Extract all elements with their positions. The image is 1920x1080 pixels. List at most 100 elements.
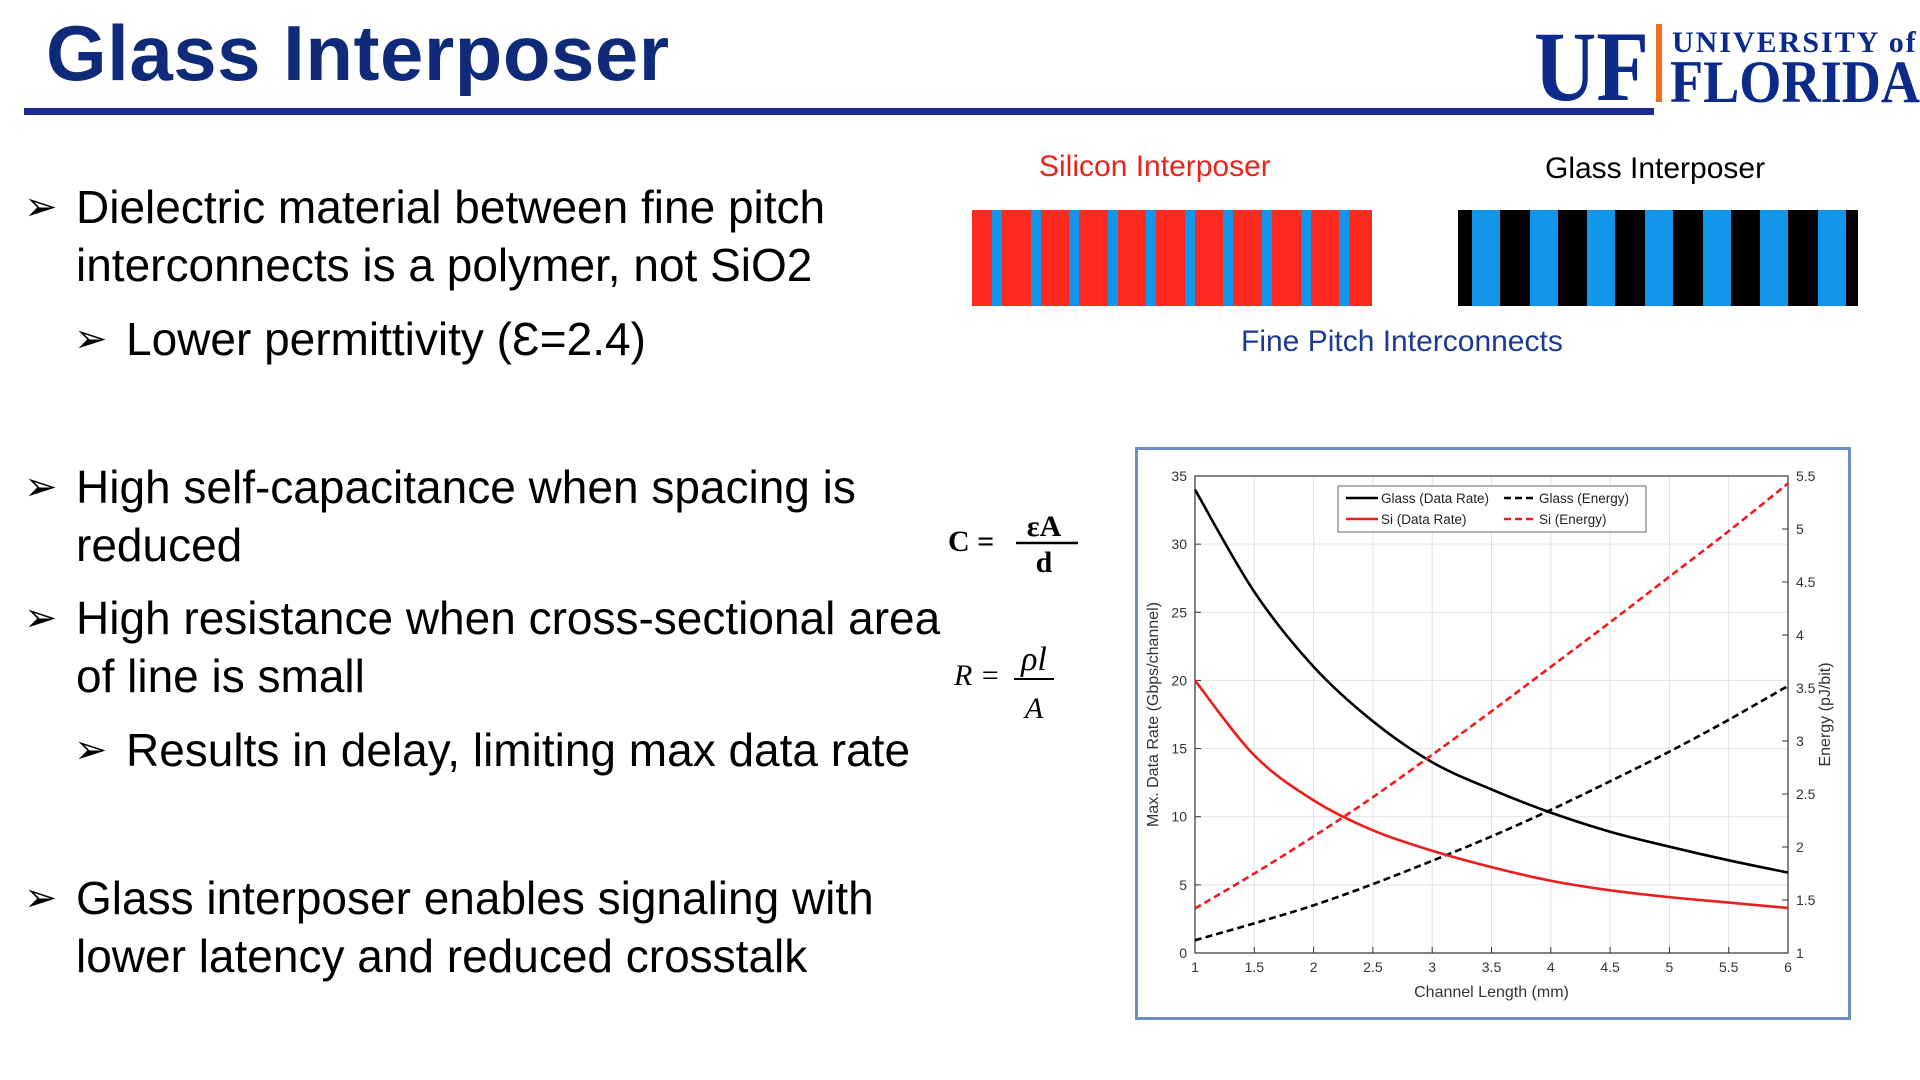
y-right-tick-label: 2 <box>1796 839 1804 855</box>
x-tick-label: 6 <box>1784 959 1792 975</box>
y-right-tick-label: 1 <box>1796 945 1804 961</box>
x-tick-label: 2 <box>1310 959 1318 975</box>
formula-numerator: ρl <box>1020 641 1047 678</box>
silicon-block <box>1040 210 1070 306</box>
bullet-delay: ➢ Results in delay, limiting max data ra… <box>74 721 974 779</box>
formula-denominator: d <box>1036 546 1053 579</box>
interconnect-line <box>1471 210 1500 306</box>
glass-block <box>1846 210 1858 306</box>
y-left-tick-label: 10 <box>1171 809 1187 825</box>
y-right-tick-label: 1.5 <box>1796 892 1816 908</box>
interconnect-line <box>1146 210 1157 306</box>
bullet-text-line: High resistance when cross-sectional are… <box>76 592 941 644</box>
bullet-glass-signaling: ➢ Glass interposer enables signaling wit… <box>24 869 924 985</box>
resistance-formula: R = ρl A <box>953 641 1054 725</box>
y-right-tick-label: 5 <box>1796 521 1804 537</box>
series-line <box>1193 488 1789 874</box>
formula-denominator: A <box>1023 692 1044 725</box>
glass-block <box>1788 210 1819 306</box>
silicon-block <box>1117 210 1147 306</box>
interconnect-line <box>1030 210 1041 306</box>
interconnect-line <box>1069 210 1080 306</box>
silicon-block <box>1349 210 1373 306</box>
y-right-tick-label: 3.5 <box>1796 680 1816 696</box>
slide-title: Glass Interposer <box>46 9 670 97</box>
interconnect-line <box>1300 210 1311 306</box>
bullet-arrow-icon: ➢ <box>24 464 58 510</box>
bullet-text-line: Results in delay, limiting max data rate <box>126 724 911 776</box>
title-rule <box>24 108 1654 115</box>
y-right-tick-label: 5.5 <box>1796 468 1816 484</box>
logo-divider <box>1656 24 1662 102</box>
x-axis-label: Channel Length (mm) <box>1414 984 1569 1001</box>
series-line <box>1194 684 1789 942</box>
glass-block <box>1499 210 1530 306</box>
y-left-tick-label: 5 <box>1179 877 1187 893</box>
legend-label: Si (Data Rate) <box>1381 512 1467 527</box>
interconnect-line <box>1529 210 1558 306</box>
interconnect-line <box>1818 210 1847 306</box>
x-tick-label: 1.5 <box>1245 959 1265 975</box>
silicon-block <box>972 210 992 306</box>
silicon-block <box>1272 210 1301 306</box>
x-tick-label: 1 <box>1191 959 1199 975</box>
capacitance-formula: C = εA d <box>948 510 1078 579</box>
formula-numerator: εA <box>1027 510 1062 543</box>
silicon-block <box>1002 210 1031 306</box>
x-tick-label: 4 <box>1547 959 1555 975</box>
interconnect-line <box>1645 210 1673 306</box>
x-tick-label: 5.5 <box>1719 959 1739 975</box>
y-right-axis-label: Energy (pJ/bit) <box>1817 662 1834 766</box>
y-right-tick-label: 4.5 <box>1796 574 1816 590</box>
logo-uf: UF <box>1534 18 1649 108</box>
y-right-tick-label: 2.5 <box>1796 786 1816 802</box>
silicon-interposer-label: Silicon Interposer <box>1039 150 1271 183</box>
interconnect-line <box>1184 210 1195 306</box>
y-left-tick-label: 15 <box>1171 741 1187 757</box>
formula-lhs: R = <box>953 659 1000 692</box>
glass-interposer-label: Glass Interposer <box>1545 152 1766 185</box>
uf-logo: UF UNIVERSITY of FLORIDA <box>1534 18 1920 108</box>
interconnect-line <box>1223 210 1234 306</box>
x-tick-label: 3 <box>1428 959 1436 975</box>
bullet-permittivity: ➢ Lower permittivity (Ɛ=2.4) <box>74 310 874 368</box>
bullet-text-line: Dielectric material between fine pitch <box>76 181 826 233</box>
interconnect-line <box>992 210 1002 306</box>
bullet-arrow-icon: ➢ <box>74 316 108 362</box>
logo-university-of: UNIVERSITY of <box>1672 26 1918 59</box>
interconnect-line <box>1760 210 1789 306</box>
silicon-block <box>1310 210 1340 306</box>
silicon-interposer-strip <box>972 210 1373 306</box>
bullet-arrow-icon: ➢ <box>74 727 108 773</box>
silicon-block <box>1156 210 1185 306</box>
glass-block <box>1557 210 1588 306</box>
glass-block <box>1672 210 1703 306</box>
y-right-tick-label: 4 <box>1796 627 1804 643</box>
interconnect-line <box>1702 210 1731 306</box>
silicon-block <box>1079 210 1108 306</box>
bullet-text-line: lower latency and reduced crosstalk <box>76 930 808 982</box>
y-left-axis-label: Max. Data Rate (Gbps/channel) <box>1145 602 1162 827</box>
x-tick-label: 4.5 <box>1600 959 1620 975</box>
interconnect-line <box>1262 210 1273 306</box>
bullet-arrow-icon: ➢ <box>24 184 58 230</box>
y-left-tick-label: 20 <box>1171 672 1187 688</box>
x-tick-label: 2.5 <box>1363 959 1383 975</box>
x-tick-label: 3.5 <box>1482 959 1502 975</box>
x-tick-label: 5 <box>1666 959 1674 975</box>
y-left-tick-label: 0 <box>1179 945 1187 961</box>
fine-pitch-caption: Fine Pitch Interconnects <box>1241 325 1563 358</box>
y-left-tick-label: 25 <box>1171 604 1187 620</box>
series-line <box>1194 482 1789 910</box>
bullet-text-line: reduced <box>76 519 243 571</box>
silicon-block <box>1194 210 1224 306</box>
interconnect-line <box>1107 210 1118 306</box>
interconnect-line <box>1587 210 1616 306</box>
bullet-arrow-icon: ➢ <box>24 875 58 921</box>
bullet-resistance: ➢ High resistance when cross-sectional a… <box>24 589 1024 705</box>
glass-block <box>1458 210 1472 306</box>
bullet-arrow-icon: ➢ <box>24 595 58 641</box>
interconnect-line <box>1339 210 1350 306</box>
series-line <box>1193 679 1789 910</box>
y-left-tick-label: 30 <box>1171 536 1187 552</box>
